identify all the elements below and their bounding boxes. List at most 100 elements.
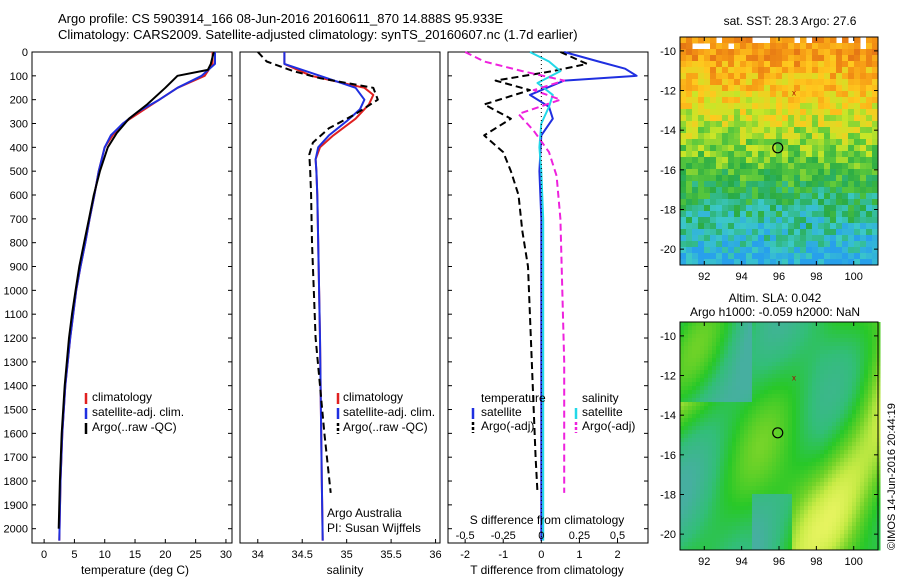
heatmap-cell (734, 169, 741, 176)
heatmap-cell (758, 259, 765, 266)
heatmap-cell (864, 478, 869, 483)
heatmap-cell (708, 378, 713, 383)
heatmap-cell (764, 330, 769, 335)
heatmap-cell (796, 506, 801, 511)
heatmap-cell (788, 342, 793, 347)
heatmap-cell (736, 438, 741, 443)
heatmap-cell (724, 490, 729, 495)
heatmap-cell (842, 181, 849, 188)
heatmap-cell (854, 103, 861, 110)
heatmap-cell (692, 109, 699, 116)
heatmap-cell (848, 522, 853, 527)
heatmap-cell (716, 358, 721, 363)
heatmap-cell (852, 390, 857, 395)
heatmap-cell (698, 175, 705, 182)
heatmap-cell (700, 418, 705, 423)
heatmap-cell (772, 350, 777, 355)
sst-map-panel: 92 94 96 98 100-10-12-14-16-18-20x (660, 36, 879, 283)
heatmap-cell (724, 406, 729, 411)
heatmap-cell (704, 542, 709, 547)
heatmap-cell (704, 454, 709, 459)
heatmap-cell (724, 374, 729, 379)
heatmap-cell (770, 241, 777, 248)
heatmap-cell (860, 115, 867, 122)
heatmap-cell (758, 223, 765, 230)
heatmap-cell (856, 414, 861, 419)
heatmap-cell (734, 97, 741, 104)
heatmap-cell (696, 402, 701, 407)
heatmap-cell (758, 67, 765, 74)
heatmap-cell (768, 546, 773, 551)
heatmap-cell (684, 430, 689, 435)
heatmap-cell (696, 470, 701, 475)
heatmap-cell (772, 506, 777, 511)
heatmap-cell (800, 538, 805, 543)
heatmap-cell (736, 542, 741, 547)
y-tick-label: 1700 (4, 452, 28, 464)
heatmap-cell (836, 235, 843, 242)
heatmap-cell (712, 538, 717, 543)
x-tick-label: 98 (810, 556, 822, 568)
heatmap-cell (744, 398, 749, 403)
heatmap-cell (844, 322, 849, 327)
heatmap-cell (684, 402, 689, 407)
heatmap-cell (746, 211, 753, 218)
heatmap-cell (864, 526, 869, 531)
heatmap-cell (716, 498, 721, 503)
heatmap-cell (832, 426, 837, 431)
heatmap-cell (868, 446, 873, 451)
heatmap-cell (864, 406, 869, 411)
heatmap-cell (864, 522, 869, 527)
heatmap-cell (724, 398, 729, 403)
heatmap-cell (720, 454, 725, 459)
heatmap-cell (788, 346, 793, 351)
heatmap-cell (820, 358, 825, 363)
heatmap-cell (796, 394, 801, 399)
heatmap-cell (812, 386, 817, 391)
heatmap-cell (866, 187, 873, 194)
heatmap-cell (804, 342, 809, 347)
heatmap-cell (764, 49, 771, 56)
heatmap-cell (704, 259, 711, 266)
heatmap-cell (720, 438, 725, 443)
heatmap-cell (852, 410, 857, 415)
heatmap-cell (732, 354, 737, 359)
heatmap-cell (856, 442, 861, 447)
heatmap-cell (756, 326, 761, 331)
heatmap-cell (848, 430, 853, 435)
heatmap-cell (740, 546, 745, 551)
heatmap-cell (684, 490, 689, 495)
heatmap-cell (688, 354, 693, 359)
heatmap-cell (684, 486, 689, 491)
heatmap-cell (806, 247, 813, 254)
heatmap-cell (680, 538, 685, 543)
heatmap-cell (764, 470, 769, 475)
heatmap-cell (812, 530, 817, 535)
heatmap-cell (692, 546, 697, 551)
heatmap-cell (698, 151, 705, 158)
heatmap-cell (744, 338, 749, 343)
heatmap-cell (828, 330, 833, 335)
heatmap-cell (696, 518, 701, 523)
heatmap-cell (704, 350, 709, 355)
heatmap-cell (828, 350, 833, 355)
heatmap-cell (758, 235, 765, 242)
heatmap-cell (844, 474, 849, 479)
heatmap-cell (784, 402, 789, 407)
heatmap-cell (748, 546, 753, 551)
heatmap-cell (708, 338, 713, 343)
heatmap-cell (724, 410, 729, 415)
heatmap-cell (688, 450, 693, 455)
heatmap-cell (696, 510, 701, 515)
heatmap-cell (728, 67, 735, 74)
heatmap-cell (732, 494, 737, 499)
heatmap-cell (686, 193, 693, 200)
heatmap-cell (688, 398, 693, 403)
heatmap-cell (724, 378, 729, 383)
heatmap-cell (684, 406, 689, 411)
heatmap-cell (692, 235, 699, 242)
heatmap-cell (806, 157, 813, 164)
heatmap-cell (720, 538, 725, 543)
heatmap-cell (752, 322, 757, 327)
heatmap-cell (820, 482, 825, 487)
